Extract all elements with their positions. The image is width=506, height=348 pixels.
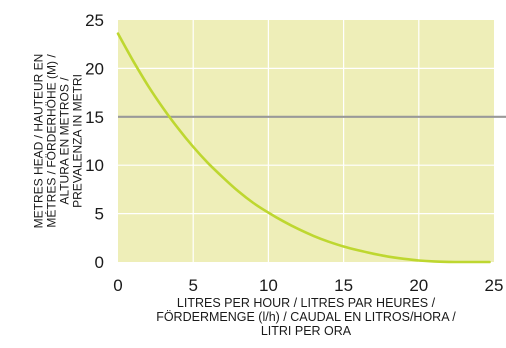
x-axis-label-line-1: LITRES PER HOUR / LITRES PAR HEURES / [176,296,436,310]
series-line-0 [116,32,491,264]
x-tick-label-25: 25 [485,276,504,295]
y-tick-labels: 0 5 10 15 20 25 [85,11,104,272]
series-group [116,32,491,264]
y-tick-label-25: 25 [85,11,104,30]
y-axis-label-line-4: PREVALENZA IN METRI [71,74,85,208]
x-tick-label-10: 10 [259,276,278,295]
x-tick-label-15: 15 [334,276,353,295]
x-tick-labels: 0 5 10 15 20 25 [113,276,503,295]
y-axis-label-line-1: METRES HEAD / HAUTEUR EN [32,54,46,229]
y-axis-label-line-2: MÉTRES / FÖRDERHÖHE (M) / [44,54,59,228]
y-tick-label-10: 10 [85,156,104,175]
y-tick-label-5: 5 [95,205,104,224]
x-tick-label-20: 20 [409,276,428,295]
y-axis-label-line-3: ALTURA EN METROS / [58,77,72,205]
x-tick-label-0: 0 [113,276,122,295]
y-axis-label: METRES HEAD / HAUTEUR ENMÉTRES / FÖRDERH… [32,54,85,229]
x-tick-label-5: 5 [188,276,197,295]
y-tick-label-20: 20 [85,59,104,78]
x-axis-label-line-3: LITRI PER ORA [260,324,352,338]
x-axis-label: LITRES PER HOUR / LITRES PAR HEURES / FÖ… [130,296,482,338]
x-axis-label-line-2: FÖRDERMENGE (l/h) / CAUDAL EN LITROS/HOR… [156,310,456,324]
y-tick-label-0: 0 [95,253,104,272]
y-tick-label-15: 15 [85,108,104,127]
plot-background [118,20,494,262]
